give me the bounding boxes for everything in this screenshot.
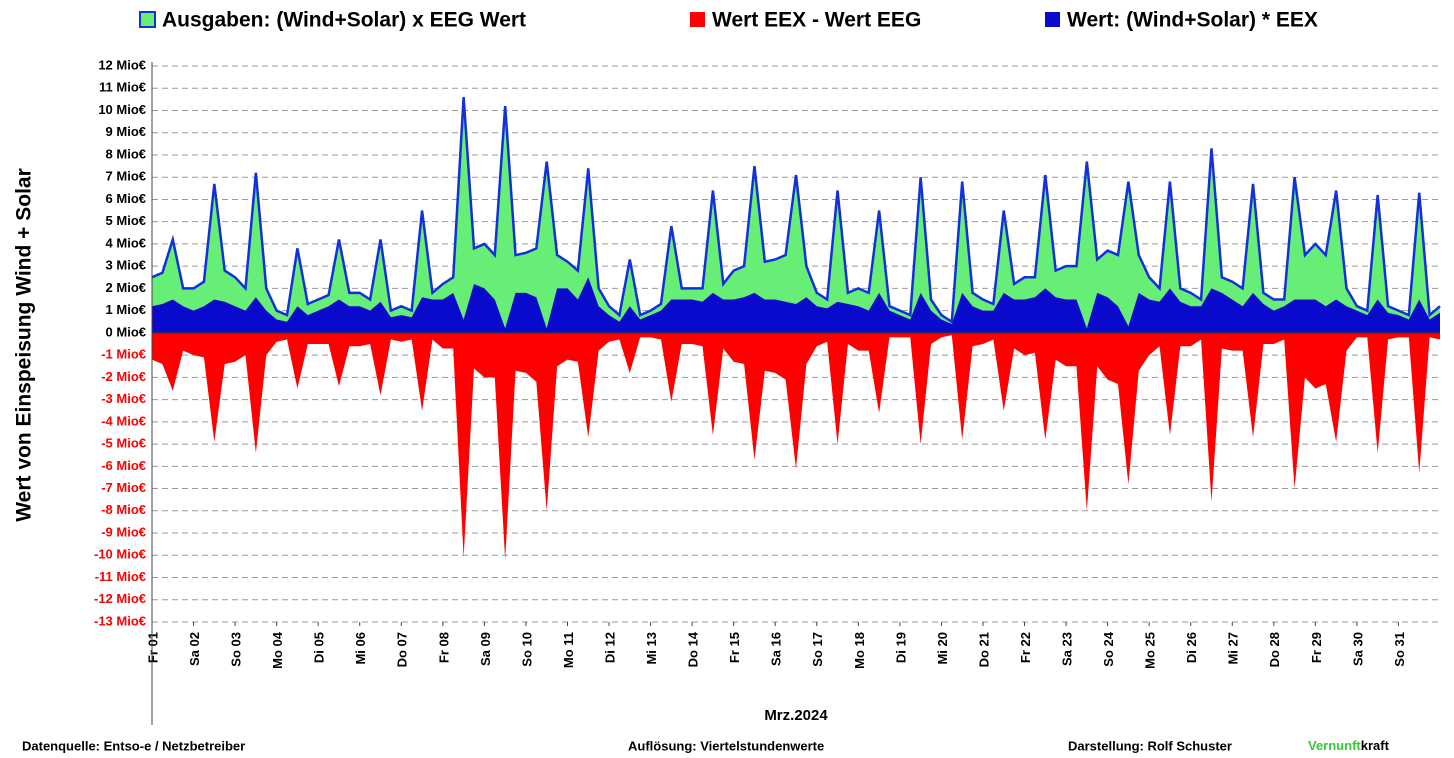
y-tick-label: -4 Mio€ <box>101 413 146 428</box>
x-tick-label: So 03 <box>229 632 244 667</box>
footer-source: Datenquelle: Entso-e / Netzbetreiber <box>22 738 245 753</box>
area <box>152 332 1440 560</box>
y-tick-label: -13 Mio€ <box>94 613 146 628</box>
x-tick-label: Mi 20 <box>935 632 950 665</box>
x-tick-label: So 10 <box>519 632 534 667</box>
y-tick-label: -12 Mio€ <box>94 591 146 606</box>
footer-brand: Vernunftkraft <box>1308 738 1390 753</box>
legend-label: Wert EEX - Wert EEG <box>712 9 921 32</box>
legend-item: Wert EEX - Wert EEG <box>690 9 921 32</box>
x-tick-label: Fr 22 <box>1018 632 1033 663</box>
legend-item: Ausgaben: (Wind+Solar) x EEG Wert <box>139 9 526 32</box>
x-tick-label: Mi 13 <box>644 632 659 665</box>
legend-item: Wert: (Wind+Solar) * EEX <box>1045 9 1318 32</box>
x-tick-label: Di 12 <box>602 632 617 663</box>
y-tick-label: -2 Mio€ <box>101 369 146 384</box>
footer-author: Darstellung: Rolf Schuster <box>1068 738 1232 753</box>
y-tick-label: 8 Mio€ <box>106 146 146 161</box>
x-tick-label: Di 05 <box>312 632 327 663</box>
y-tick-label: 9 Mio€ <box>106 124 146 139</box>
y-tick-label: -1 Mio€ <box>101 347 146 362</box>
y-tick-label: 2 Mio€ <box>106 280 146 295</box>
x-tick-label: Sa 16 <box>769 632 784 666</box>
x-tick-label: Mo 11 <box>561 632 576 668</box>
x-tick-label: Do 07 <box>395 632 410 667</box>
x-tick-label: Fr 08 <box>436 632 451 663</box>
y-tick-label: 5 Mio€ <box>106 213 146 228</box>
x-tick-label: Mo 25 <box>1143 632 1158 669</box>
y-tick-label: 1 Mio€ <box>106 302 146 317</box>
x-tick-label: Fr 01 <box>145 632 160 663</box>
legend-swatch <box>690 12 705 27</box>
x-tick-label: Sa 23 <box>1060 632 1075 666</box>
legend-swatch <box>139 11 156 28</box>
y-tick-label: -11 Mio€ <box>95 569 146 584</box>
brand-green: Vernunft <box>1308 738 1361 753</box>
y-tick-label: 4 Mio€ <box>106 235 146 250</box>
y-tick-label: 10 Mio€ <box>98 102 146 117</box>
x-tick-label: Do 28 <box>1267 632 1282 667</box>
y-tick-label: -9 Mio€ <box>101 524 146 539</box>
y-tick-label: 6 Mio€ <box>106 191 146 206</box>
y-tick-label: -5 Mio€ <box>101 436 146 451</box>
brand-black: kraft <box>1361 738 1390 753</box>
legend-label: Wert: (Wind+Solar) * EEX <box>1067 9 1318 32</box>
x-tick-label: Mo 18 <box>852 632 867 669</box>
x-tick-label: Fr 29 <box>1309 632 1324 663</box>
y-tick-label: -6 Mio€ <box>101 458 146 473</box>
area <box>152 277 1440 333</box>
x-axis-label: Mrz.2024 <box>764 707 828 724</box>
area-outline <box>151 97 1441 324</box>
footer-resolution: Auflösung: Viertelstundenwerte <box>628 738 824 753</box>
y-tick-label: 11 Mio€ <box>99 80 146 95</box>
x-tick-label: Fr 15 <box>727 632 742 663</box>
y-tick-label: 3 Mio€ <box>106 258 146 273</box>
legend-label: Ausgaben: (Wind+Solar) x EEG Wert <box>162 9 526 32</box>
x-tick-label: So 17 <box>810 632 825 667</box>
y-tick-label: 0 Mio€ <box>106 324 146 339</box>
x-tick-label: So 31 <box>1392 632 1407 667</box>
area <box>152 97 1440 333</box>
y-tick-label: -8 Mio€ <box>101 502 146 517</box>
legend-swatch <box>1045 12 1060 27</box>
x-tick-label: Mi 06 <box>353 632 368 665</box>
y-tick-label: -3 Mio€ <box>101 391 146 406</box>
x-tick-label: Sa 02 <box>187 632 202 666</box>
y-tick-label: -7 Mio€ <box>101 480 146 495</box>
y-axis-label: Wert von Einspeisung Wind + Solar <box>13 168 36 522</box>
x-tick-label: So 24 <box>1101 631 1116 666</box>
y-tick-label: 7 Mio€ <box>106 169 146 184</box>
x-tick-label: Sa 09 <box>478 632 493 666</box>
x-tick-label: Mo 04 <box>270 631 285 669</box>
x-tick-label: Mi 27 <box>1226 632 1241 665</box>
y-tick-label: -10 Mio€ <box>94 547 146 562</box>
y-tick-label: 12 Mio€ <box>98 57 146 72</box>
x-tick-label: Do 14 <box>686 631 701 667</box>
x-tick-label: Di 19 <box>893 632 908 663</box>
x-tick-label: Di 26 <box>1184 632 1199 663</box>
x-tick-label: Do 21 <box>976 632 991 667</box>
x-tick-label: Sa 30 <box>1350 632 1365 666</box>
